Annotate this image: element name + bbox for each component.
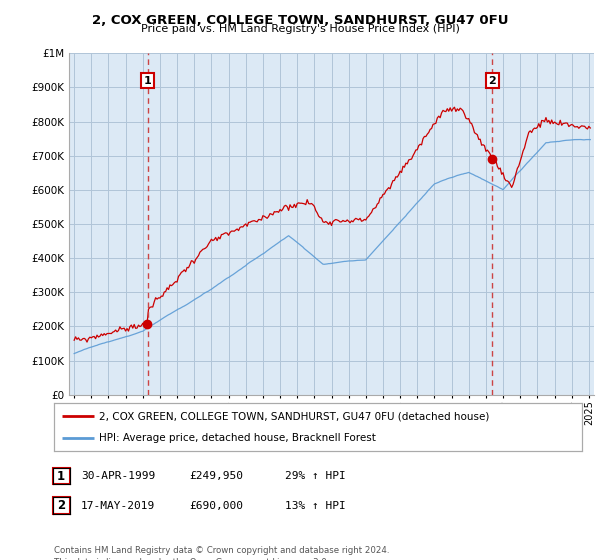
Text: 2: 2	[57, 499, 65, 512]
Text: Contains HM Land Registry data © Crown copyright and database right 2024.
This d: Contains HM Land Registry data © Crown c…	[54, 546, 389, 560]
Text: £690,000: £690,000	[189, 501, 243, 511]
Text: 1: 1	[144, 76, 152, 86]
Text: £249,950: £249,950	[189, 471, 243, 481]
Text: HPI: Average price, detached house, Bracknell Forest: HPI: Average price, detached house, Brac…	[99, 433, 376, 443]
Text: 1: 1	[57, 469, 65, 483]
Text: 2, COX GREEN, COLLEGE TOWN, SANDHURST, GU47 0FU (detached house): 2, COX GREEN, COLLEGE TOWN, SANDHURST, G…	[99, 411, 489, 421]
Text: 13% ↑ HPI: 13% ↑ HPI	[285, 501, 346, 511]
Text: 2: 2	[488, 76, 496, 86]
Text: 17-MAY-2019: 17-MAY-2019	[81, 501, 155, 511]
Text: 29% ↑ HPI: 29% ↑ HPI	[285, 471, 346, 481]
Text: 2, COX GREEN, COLLEGE TOWN, SANDHURST, GU47 0FU: 2, COX GREEN, COLLEGE TOWN, SANDHURST, G…	[92, 14, 508, 27]
Text: 30-APR-1999: 30-APR-1999	[81, 471, 155, 481]
Text: Price paid vs. HM Land Registry's House Price Index (HPI): Price paid vs. HM Land Registry's House …	[140, 24, 460, 34]
